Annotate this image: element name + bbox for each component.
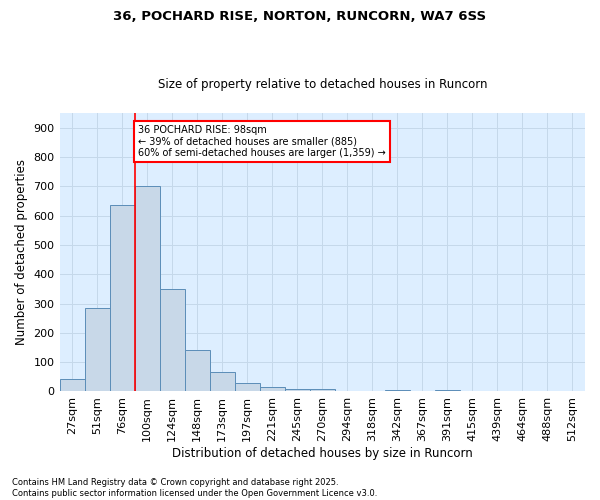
Title: Size of property relative to detached houses in Runcorn: Size of property relative to detached ho… — [158, 78, 487, 91]
Y-axis label: Number of detached properties: Number of detached properties — [15, 159, 28, 345]
Text: 36 POCHARD RISE: 98sqm
← 39% of detached houses are smaller (885)
60% of semi-de: 36 POCHARD RISE: 98sqm ← 39% of detached… — [139, 124, 386, 158]
Bar — [310, 389, 335, 392]
Bar — [160, 289, 185, 392]
Bar — [134, 186, 160, 392]
Bar — [185, 350, 209, 392]
Bar — [435, 390, 460, 392]
Text: Contains HM Land Registry data © Crown copyright and database right 2025.
Contai: Contains HM Land Registry data © Crown c… — [12, 478, 377, 498]
Bar — [110, 206, 134, 392]
Bar — [209, 372, 235, 392]
Text: 36, POCHARD RISE, NORTON, RUNCORN, WA7 6SS: 36, POCHARD RISE, NORTON, RUNCORN, WA7 6… — [113, 10, 487, 23]
Bar — [260, 387, 285, 392]
Bar — [235, 384, 260, 392]
Bar — [59, 379, 85, 392]
X-axis label: Distribution of detached houses by size in Runcorn: Distribution of detached houses by size … — [172, 447, 473, 460]
Bar — [385, 390, 410, 392]
Bar — [85, 308, 110, 392]
Bar — [285, 388, 310, 392]
